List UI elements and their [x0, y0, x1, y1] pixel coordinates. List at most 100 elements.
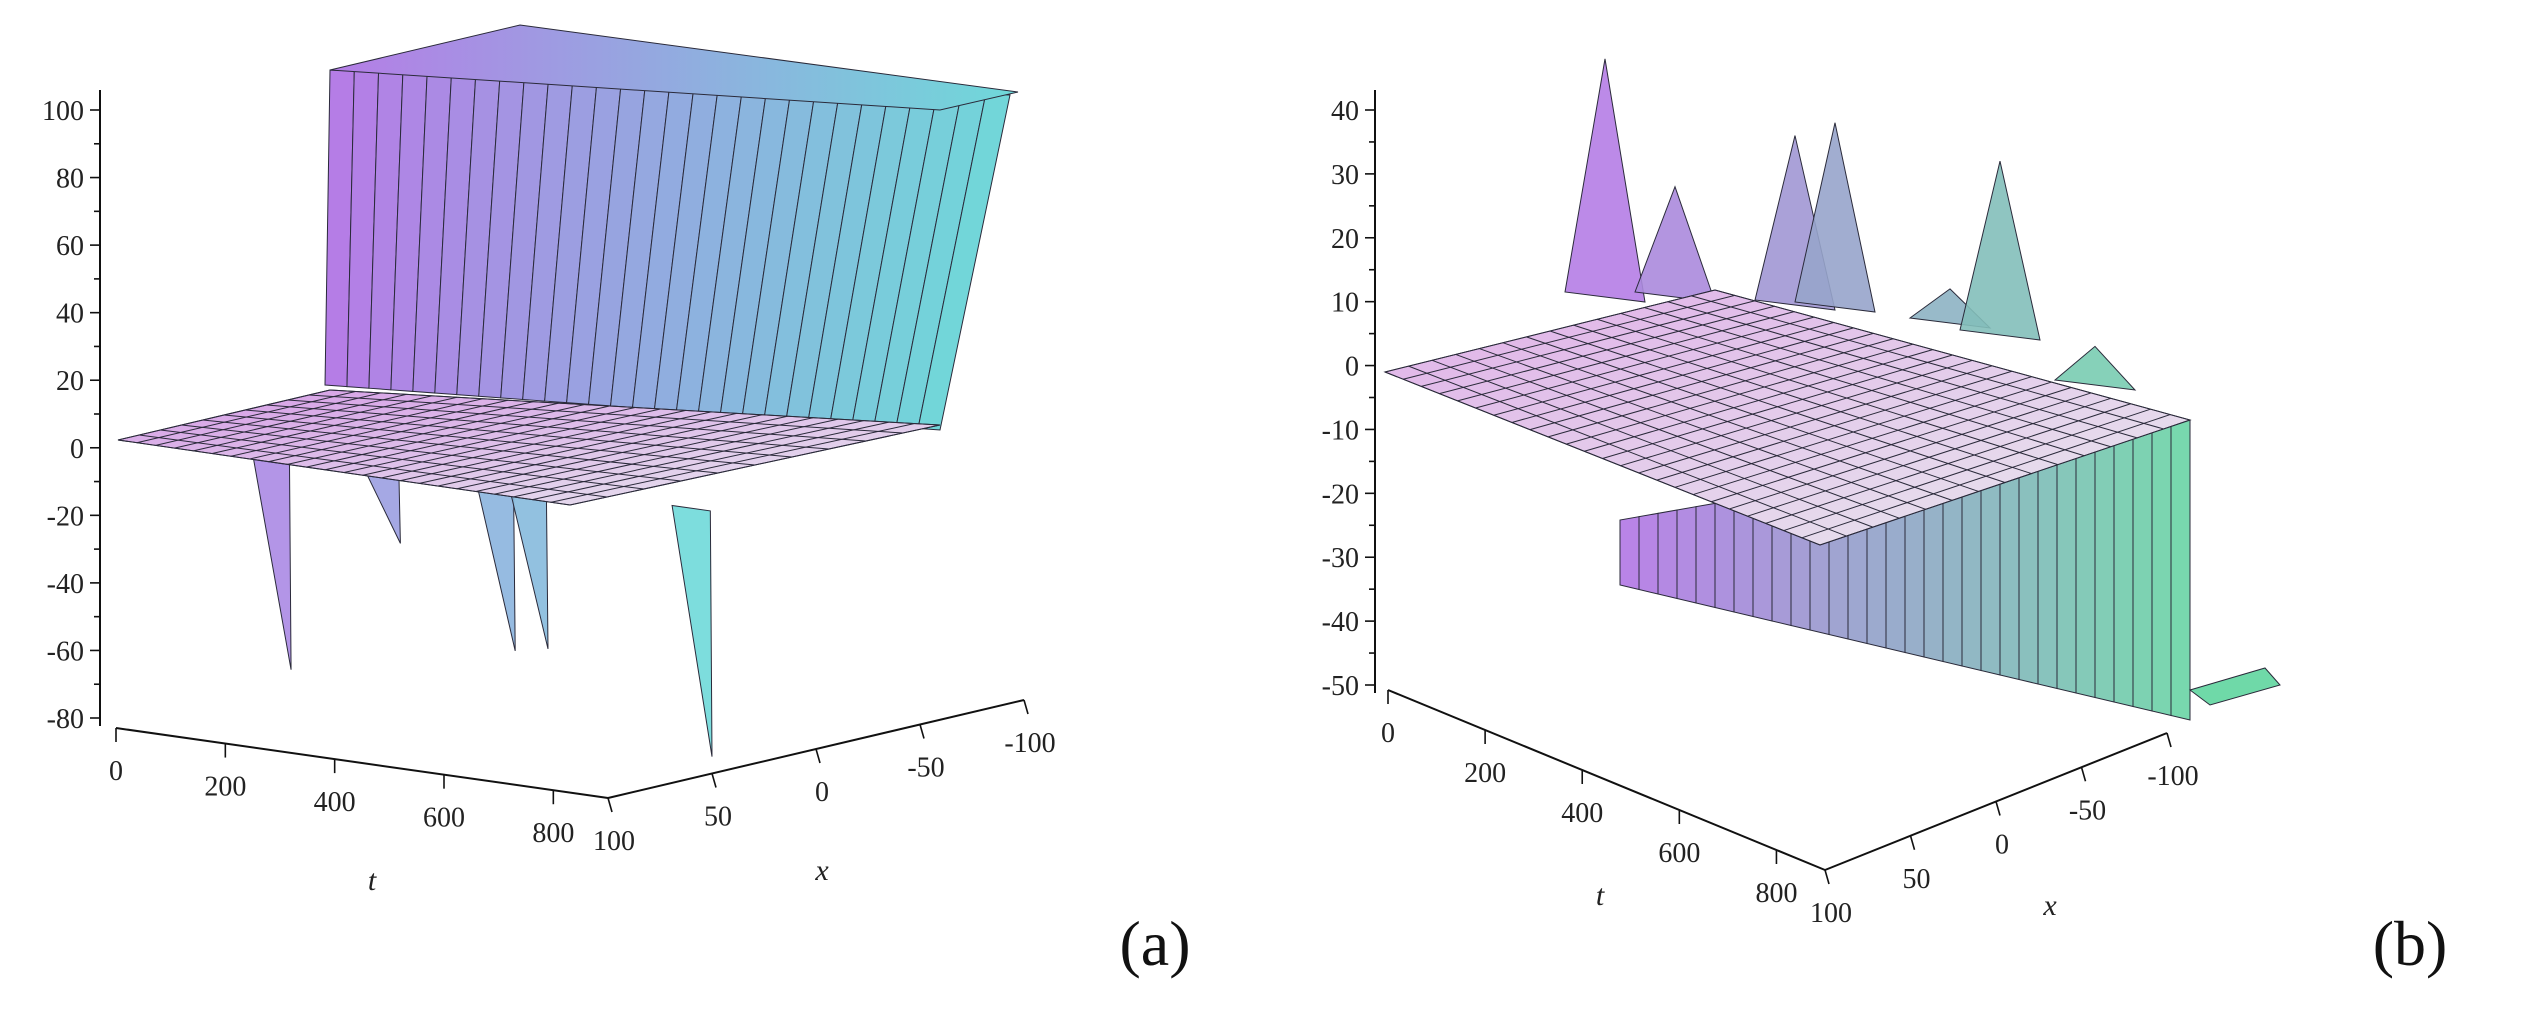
z-tick-label: 80	[56, 164, 84, 195]
x-tick-label: 50	[704, 802, 732, 833]
z-tick-label: -60	[47, 636, 84, 667]
surface-wall-strip	[2037, 442, 2058, 690]
x-tick	[2166, 732, 2172, 748]
surface-plateau	[329, 24, 1019, 111]
t-tick-label: 400	[314, 787, 356, 818]
mesh-line	[139, 434, 608, 498]
x-tick-label: -50	[907, 753, 944, 784]
mesh-line	[202, 419, 719, 474]
mesh-line	[117, 439, 571, 506]
z-tick-label: -40	[1322, 607, 1359, 638]
t-tick-label: 200	[1464, 758, 1506, 789]
t-axis-title: t	[368, 864, 377, 897]
surface-plot-b: 403020100-10-20-30-40-500200400600800t10…	[1322, 58, 2448, 979]
mesh-line	[1455, 353, 1900, 519]
x-tick	[815, 748, 821, 764]
x-axis-title: x	[2042, 889, 2057, 922]
x-tick-label: -100	[2147, 761, 2198, 792]
surface-wall-strip	[1999, 449, 2020, 681]
mesh-line	[1714, 289, 2191, 421]
t-axis-line	[1387, 689, 1826, 871]
z-tick-label: -20	[47, 501, 84, 532]
x-tick-label: 50	[1903, 864, 1931, 895]
t-axis-title: t	[1596, 879, 1605, 912]
t-tick-label: 800	[1755, 878, 1797, 909]
mesh-line	[1596, 318, 2059, 466]
x-tick-label: 0	[1995, 830, 2009, 861]
z-tick-label: 0	[1345, 352, 1359, 383]
z-tick-label: -20	[1322, 479, 1359, 510]
x-tick	[607, 797, 613, 813]
t-tick-label: 600	[423, 803, 465, 834]
x-tick	[1995, 801, 2001, 816]
surface-spike	[250, 444, 292, 670]
surface-peak	[1564, 58, 1646, 303]
mesh-line	[1526, 336, 1979, 492]
surface-wall-strip	[1638, 512, 1659, 595]
z-tick-label: 0	[70, 434, 84, 465]
surface-wall-strip	[2056, 439, 2077, 694]
mesh-line	[1691, 295, 2164, 430]
surface-wall-strip	[1695, 502, 1716, 609]
surface-peak	[1959, 160, 2041, 341]
chart-panel-a: 100 80 60 40 20 0 -20 -40 -60 -80 0 200 400 600 800 t 10…	[0, 0, 1260, 1009]
surface-spike	[474, 476, 516, 652]
surface-wall-strip	[2132, 426, 2153, 712]
x-tick-label: 100	[1810, 898, 1852, 929]
mesh-line	[1620, 312, 2085, 457]
mesh-line	[308, 394, 904, 434]
t-tick-label: 800	[532, 818, 574, 849]
surface-peak	[2053, 345, 2137, 391]
mesh-line	[1479, 348, 1926, 510]
surface-wall-strip	[2018, 446, 2039, 685]
surface-a	[117, 24, 1019, 757]
x-tick	[1909, 835, 1916, 850]
surface-wall-strip	[1619, 516, 1640, 591]
z-tick-label: -50	[1322, 671, 1359, 702]
z-tick-label: 20	[56, 366, 84, 397]
z-tick-label: 100	[42, 96, 84, 127]
x-tick	[1824, 869, 1830, 885]
mesh-line	[1431, 359, 1874, 528]
panel-label: (a)	[1119, 908, 1190, 979]
surface-wall-strip	[917, 93, 1011, 431]
surface-wall-strip	[2151, 422, 2172, 717]
mesh-line	[1667, 301, 2138, 439]
t-tick-label: 200	[204, 772, 246, 803]
surface-plot-a: 100806040200-20-40-60-800200400600800t10…	[42, 24, 1191, 979]
z-tick-label: 20	[1331, 224, 1359, 255]
z-tick-label: -40	[47, 569, 84, 600]
panel-label: (b)	[2373, 908, 2448, 979]
z-tick-label: 30	[1331, 160, 1359, 191]
z-tick-label: 10	[1331, 288, 1359, 319]
surface-wall-strip	[1676, 506, 1697, 604]
x-tick	[2080, 767, 2087, 782]
mesh-line	[1573, 324, 2032, 475]
mesh-line	[266, 404, 830, 450]
mesh-line	[1502, 342, 1953, 501]
surface-peak	[1634, 185, 1716, 303]
x-tick-label: 0	[815, 777, 829, 808]
t-tick-label: 400	[1561, 798, 1603, 829]
x-axis-title: x	[814, 854, 829, 887]
x-tick-label: -100	[1004, 728, 1055, 759]
surface-wall-strip	[2094, 432, 2115, 703]
x-tick-label: 100	[593, 826, 635, 857]
mesh-line	[1408, 365, 1847, 537]
mesh-line	[181, 424, 682, 482]
x-tick	[919, 724, 925, 739]
z-tick-label: 40	[56, 299, 84, 330]
t-tick-label: 0	[109, 756, 123, 787]
mesh-line	[160, 429, 645, 490]
chart-panel-b: 40 30 20 10 0 -10 -20 -30 -40 -50 0 200 400 600 800 t 10…	[1260, 0, 2521, 1009]
mesh-line	[245, 409, 793, 458]
surface-ledge	[2188, 667, 2281, 706]
surface-wall-strip	[2075, 436, 2096, 699]
surface-wall-strip	[2170, 419, 2191, 721]
surface-wall-strip	[1657, 509, 1678, 600]
mesh-line	[1549, 330, 2006, 483]
x-tick-label: -50	[2069, 795, 2106, 826]
surface-wall-strip	[1714, 499, 1735, 613]
surface-wall-strip	[2113, 429, 2134, 708]
t-axis-line	[115, 727, 609, 799]
